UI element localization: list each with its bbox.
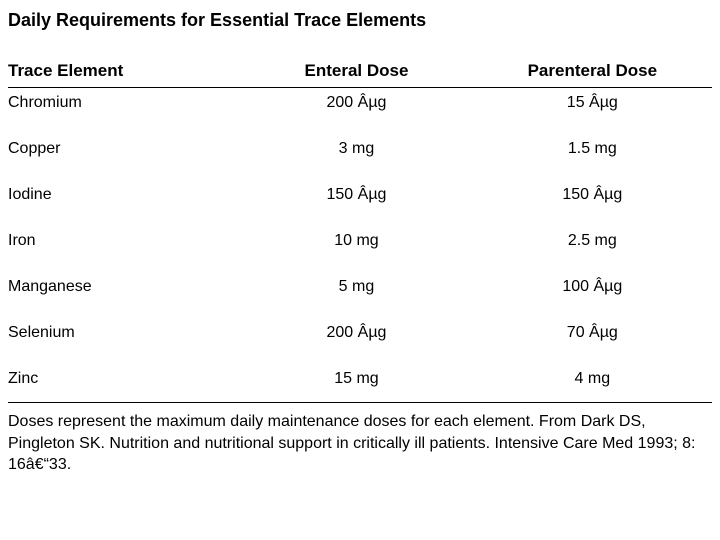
cell-element: Selenium xyxy=(8,310,240,356)
cell-enteral: 150 Âµg xyxy=(240,172,472,218)
cell-element: Iodine xyxy=(8,172,240,218)
cell-element: Chromium xyxy=(8,88,240,127)
cell-parenteral: 100 Âµg xyxy=(473,264,712,310)
table-row: Manganese 5 mg 100 Âµg xyxy=(8,264,712,310)
cell-enteral: 3 mg xyxy=(240,126,472,172)
cell-element: Copper xyxy=(8,126,240,172)
cell-enteral: 200 Âµg xyxy=(240,310,472,356)
table-row: Chromium 200 Âµg 15 Âµg xyxy=(8,88,712,127)
table-row: Iodine 150 Âµg 150 Âµg xyxy=(8,172,712,218)
cell-enteral: 5 mg xyxy=(240,264,472,310)
table-row: Copper 3 mg 1.5 mg xyxy=(8,126,712,172)
cell-element: Zinc xyxy=(8,356,240,403)
cell-parenteral: 150 Âµg xyxy=(473,172,712,218)
cell-enteral: 15 mg xyxy=(240,356,472,403)
col-header-parenteral: Parenteral Dose xyxy=(473,57,712,88)
header-row: Trace Element Enteral Dose Parenteral Do… xyxy=(8,57,712,88)
cell-parenteral: 1.5 mg xyxy=(473,126,712,172)
col-header-element: Trace Element xyxy=(8,57,240,88)
cell-parenteral: 70 Âµg xyxy=(473,310,712,356)
cell-parenteral: 4 mg xyxy=(473,356,712,403)
page-title: Daily Requirements for Essential Trace E… xyxy=(8,10,712,31)
cell-parenteral: 2.5 mg xyxy=(473,218,712,264)
cell-enteral: 200 Âµg xyxy=(240,88,472,127)
cell-parenteral: 15 Âµg xyxy=(473,88,712,127)
page-container: Daily Requirements for Essential Trace E… xyxy=(0,0,720,476)
cell-enteral: 10 mg xyxy=(240,218,472,264)
col-header-enteral: Enteral Dose xyxy=(240,57,472,88)
table-row: Zinc 15 mg 4 mg xyxy=(8,356,712,403)
cell-element: Manganese xyxy=(8,264,240,310)
trace-elements-table: Trace Element Enteral Dose Parenteral Do… xyxy=(8,57,712,403)
table-row: Iron 10 mg 2.5 mg xyxy=(8,218,712,264)
cell-element: Iron xyxy=(8,218,240,264)
footnote: Doses represent the maximum daily mainte… xyxy=(8,411,712,476)
table-row: Selenium 200 Âµg 70 Âµg xyxy=(8,310,712,356)
